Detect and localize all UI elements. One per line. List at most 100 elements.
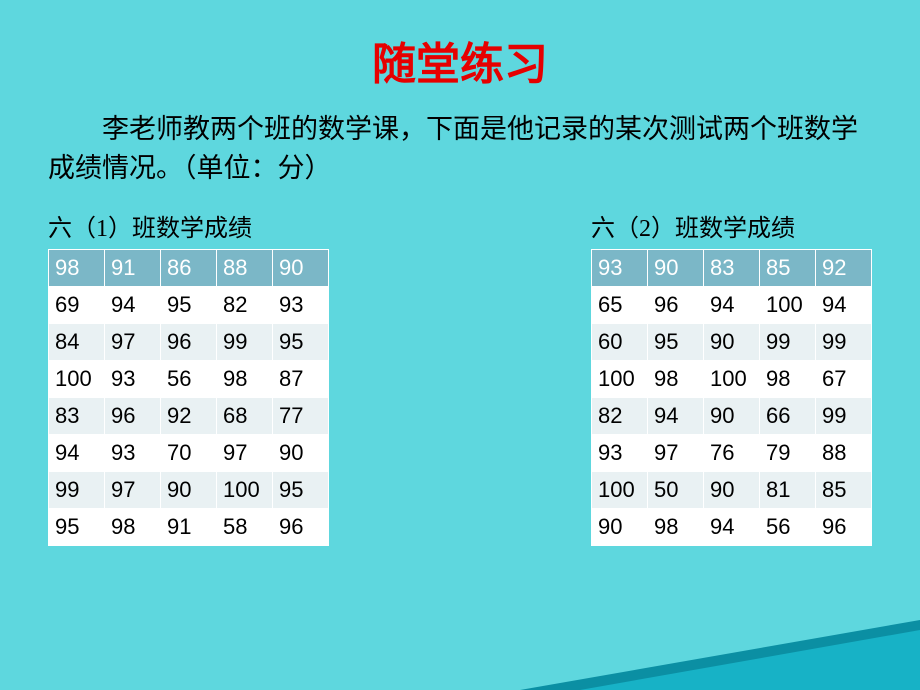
table-cell: 70 xyxy=(161,435,217,472)
table-cell: 79 xyxy=(760,435,816,472)
table-row: 9397767988 xyxy=(592,435,872,472)
table-cell: 96 xyxy=(816,509,872,546)
table-caption: 六（2）班数学成绩 xyxy=(591,208,872,243)
table-cell: 97 xyxy=(648,435,704,472)
table-row: 8497969995 xyxy=(49,324,329,361)
table-cell: 97 xyxy=(105,472,161,509)
table-row: 8396926877 xyxy=(49,398,329,435)
table-block: 六（2）班数学成绩9390838592659694100946095909999… xyxy=(591,208,872,546)
table-cell: 100 xyxy=(49,361,105,398)
table-cell: 100 xyxy=(217,472,273,509)
table-cell: 76 xyxy=(704,435,760,472)
table-cell: 91 xyxy=(105,250,161,287)
table-cell: 58 xyxy=(217,509,273,546)
table-cell: 99 xyxy=(816,324,872,361)
table-cell: 92 xyxy=(816,250,872,287)
table-cell: 66 xyxy=(760,398,816,435)
score-table: 9390838592659694100946095909999100981009… xyxy=(591,249,872,546)
table-cell: 90 xyxy=(704,398,760,435)
table-cell: 95 xyxy=(49,509,105,546)
table-cell: 91 xyxy=(161,509,217,546)
table-cell: 98 xyxy=(217,361,273,398)
table-cell: 98 xyxy=(648,361,704,398)
table-cell: 56 xyxy=(161,361,217,398)
table-row: 6095909999 xyxy=(592,324,872,361)
table-cell: 99 xyxy=(760,324,816,361)
table-row: 6994958293 xyxy=(49,287,329,324)
table-cell: 90 xyxy=(592,509,648,546)
table-cell: 98 xyxy=(49,250,105,287)
table-cell: 90 xyxy=(704,324,760,361)
table-cell: 100 xyxy=(760,287,816,324)
table-cell: 88 xyxy=(816,435,872,472)
table-cell: 85 xyxy=(760,250,816,287)
table-cell: 60 xyxy=(592,324,648,361)
table-cell: 100 xyxy=(704,361,760,398)
table-row: 99979010095 xyxy=(49,472,329,509)
table-cell: 94 xyxy=(49,435,105,472)
table-row: 65969410094 xyxy=(592,287,872,324)
table-cell: 95 xyxy=(273,472,329,509)
table-cell: 100 xyxy=(592,361,648,398)
corner-triangle xyxy=(580,630,920,690)
table-cell: 96 xyxy=(648,287,704,324)
table-cell: 68 xyxy=(217,398,273,435)
table-caption: 六（1）班数学成绩 xyxy=(48,208,329,243)
table-cell: 99 xyxy=(49,472,105,509)
table-cell: 94 xyxy=(105,287,161,324)
table-cell: 83 xyxy=(704,250,760,287)
table-row: 9098945696 xyxy=(592,509,872,546)
table-cell: 90 xyxy=(273,435,329,472)
table-cell: 82 xyxy=(592,398,648,435)
table-row: 9598915896 xyxy=(49,509,329,546)
table-row: 9390838592 xyxy=(592,250,872,287)
tables-container: 六（1）班数学成绩9891868890699495829384979699951… xyxy=(40,208,880,546)
table-cell: 94 xyxy=(704,509,760,546)
table-row: 100981009867 xyxy=(592,361,872,398)
intro-text: 李老师教两个班的数学课，下面是他记录的某次测试两个班数学成绩情况。（单位：分） xyxy=(48,110,872,188)
table-cell: 85 xyxy=(816,472,872,509)
table-cell: 94 xyxy=(704,287,760,324)
table-cell: 93 xyxy=(592,250,648,287)
table-cell: 86 xyxy=(161,250,217,287)
table-cell: 81 xyxy=(760,472,816,509)
table-cell: 67 xyxy=(816,361,872,398)
table-cell: 87 xyxy=(273,361,329,398)
table-cell: 96 xyxy=(105,398,161,435)
table-cell: 92 xyxy=(161,398,217,435)
table-row: 8294906699 xyxy=(592,398,872,435)
table-cell: 97 xyxy=(217,435,273,472)
table-cell: 90 xyxy=(704,472,760,509)
table-row: 9891868890 xyxy=(49,250,329,287)
table-cell: 97 xyxy=(105,324,161,361)
table-row: 10093569887 xyxy=(49,361,329,398)
table-cell: 95 xyxy=(273,324,329,361)
table-cell: 100 xyxy=(592,472,648,509)
table-cell: 99 xyxy=(816,398,872,435)
table-cell: 84 xyxy=(49,324,105,361)
table-cell: 90 xyxy=(161,472,217,509)
table-cell: 65 xyxy=(592,287,648,324)
table-cell: 56 xyxy=(760,509,816,546)
table-cell: 94 xyxy=(648,398,704,435)
table-cell: 69 xyxy=(49,287,105,324)
page-title: 随堂练习 xyxy=(40,28,880,92)
table-cell: 93 xyxy=(105,435,161,472)
table-cell: 90 xyxy=(648,250,704,287)
slide: 随堂练习 李老师教两个班的数学课，下面是他记录的某次测试两个班数学成绩情况。（单… xyxy=(0,0,920,690)
table-cell: 95 xyxy=(161,287,217,324)
table-cell: 94 xyxy=(816,287,872,324)
table-cell: 96 xyxy=(273,509,329,546)
score-table: 9891868890699495829384979699951009356988… xyxy=(48,249,329,546)
table-cell: 95 xyxy=(648,324,704,361)
table-cell: 98 xyxy=(648,509,704,546)
table-cell: 98 xyxy=(105,509,161,546)
table-cell: 83 xyxy=(49,398,105,435)
table-cell: 93 xyxy=(273,287,329,324)
table-cell: 98 xyxy=(760,361,816,398)
table-cell: 93 xyxy=(592,435,648,472)
table-block: 六（1）班数学成绩9891868890699495829384979699951… xyxy=(48,208,329,546)
table-cell: 99 xyxy=(217,324,273,361)
table-cell: 93 xyxy=(105,361,161,398)
table-cell: 77 xyxy=(273,398,329,435)
